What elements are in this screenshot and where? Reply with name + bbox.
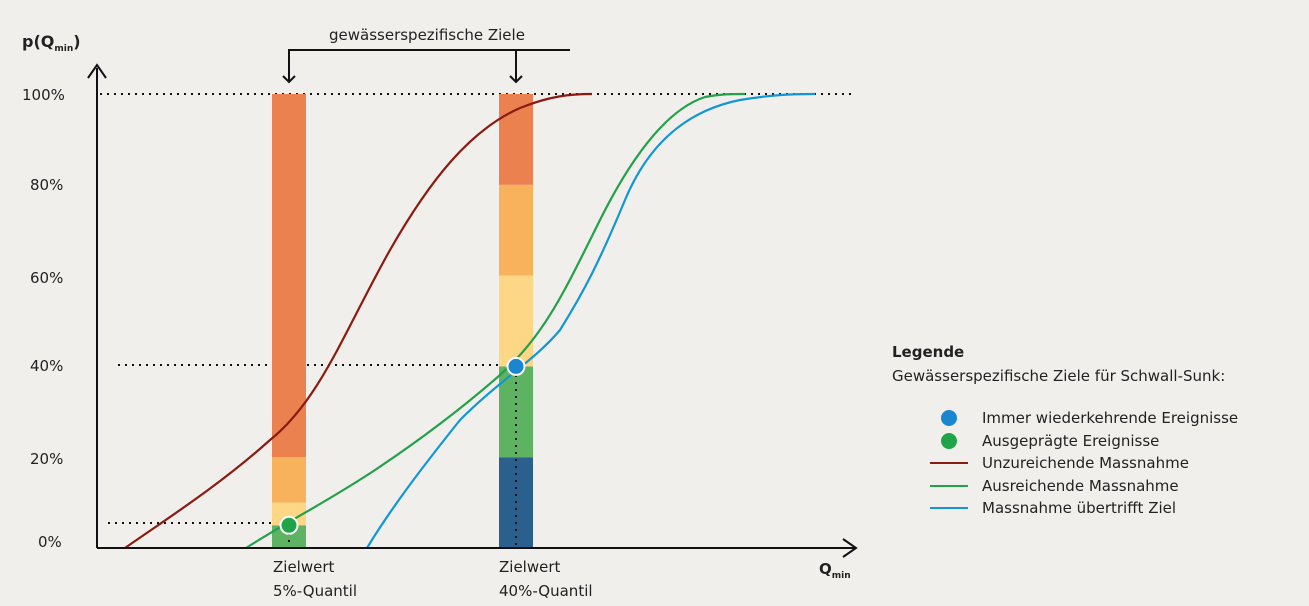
legend-item: Ausgeprägte Ereignisse — [930, 430, 1302, 453]
legend-label: Unzureichende Massnahme — [982, 454, 1189, 473]
y-tick-label: 20% — [30, 450, 63, 468]
legend-line-icon — [930, 484, 968, 487]
legend-dot-icon — [930, 432, 968, 449]
x-axis-arrowhead — [842, 538, 858, 558]
legend-title: Legende — [892, 343, 965, 361]
legend-label: Massnahme übertrifft Ziel — [982, 499, 1177, 518]
y-tick-label: 0% — [38, 533, 62, 551]
bar-segment — [499, 275, 533, 367]
target-point — [279, 515, 299, 535]
bar-segment — [499, 94, 533, 185]
bar-segment — [272, 502, 306, 526]
annotation-label: gewässerspezifische Ziele — [329, 26, 525, 44]
legend-subtitle: Gewässerspezifische Ziele für Schwall-Su… — [892, 367, 1226, 385]
legend-item: Ausreichende Massnahme — [930, 475, 1302, 498]
legend-line-icon — [930, 507, 968, 510]
target-label-5-line1: Zielwert — [273, 558, 335, 576]
annotation-bracket — [288, 49, 570, 78]
target-label-40-line2: 40%-Quantil — [499, 582, 593, 600]
y-axis-arrowhead — [87, 63, 107, 79]
x-axis-label: Qmin — [819, 560, 851, 581]
legend-item: Massnahme übertrifft Ziel — [930, 497, 1302, 520]
legend-label: Immer wiederkehrende Ereignisse — [982, 409, 1239, 428]
legend-label: Ausgeprägte Ereignisse — [982, 431, 1160, 450]
y-tick-label: 80% — [30, 176, 63, 194]
bar-segment — [499, 184, 533, 276]
legend-item: Immer wiederkehrende Ereignisse — [930, 407, 1302, 430]
bar-segment — [272, 525, 306, 548]
curve-massnahme-uebertrifft-ziel — [366, 92, 816, 549]
y-tick-label: 40% — [30, 357, 63, 375]
legend-dot-icon — [930, 410, 968, 427]
legend-line-icon — [930, 462, 968, 465]
legend-label: Ausreichende Massnahme — [982, 476, 1179, 495]
y-axis-label: p(Qmin) — [22, 32, 81, 54]
curve-unzureichende-massnahme — [124, 92, 593, 549]
y-tick-label: 60% — [30, 269, 63, 287]
target-label-40-line1: Zielwert — [499, 558, 561, 576]
target-point — [506, 356, 526, 376]
target-label-5-line2: 5%-Quantil — [273, 582, 357, 600]
bar-segment — [272, 94, 306, 458]
curve-ausreichende-massnahme — [245, 92, 746, 549]
legend-item: Unzureichende Massnahme — [930, 452, 1302, 475]
y-tick-label: 100% — [22, 86, 65, 104]
bar-segment — [272, 457, 306, 503]
legend: Legende Gewässerspezifische Ziele für Sc… — [892, 343, 1302, 520]
